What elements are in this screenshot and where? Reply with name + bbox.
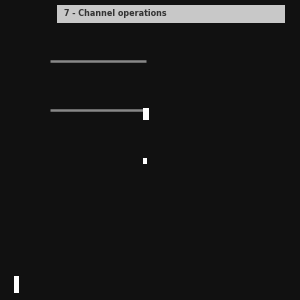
Text: 7 - Channel operations: 7 - Channel operations [64,9,167,18]
Bar [57,5,285,22]
Bar [142,158,147,164]
Bar [14,276,19,292]
Bar [142,108,148,120]
